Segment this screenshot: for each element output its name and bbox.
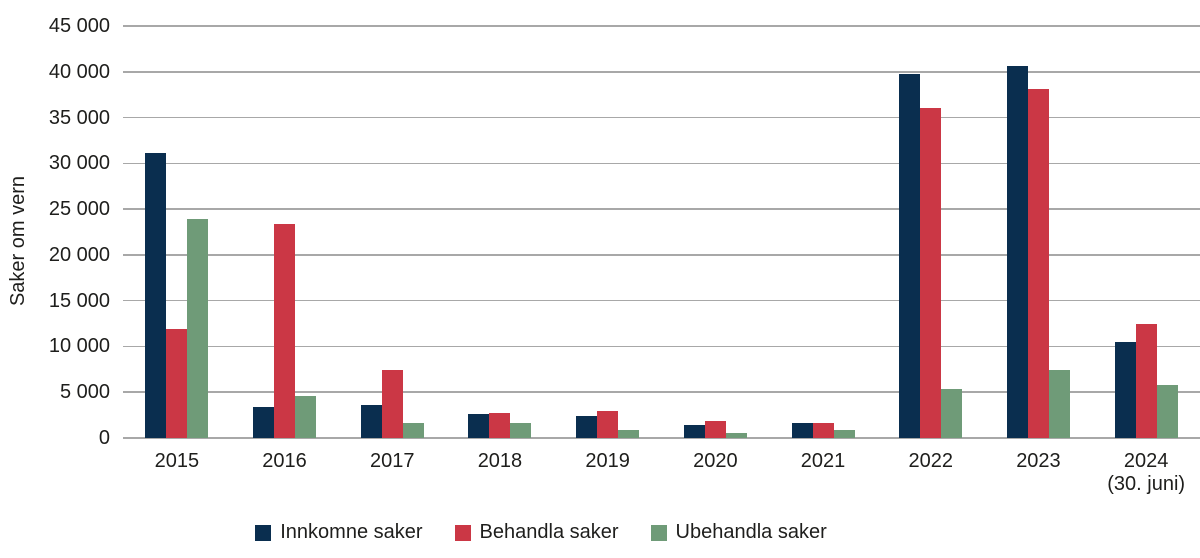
- x-tick-label-year: 2021: [800, 450, 846, 472]
- y-tick-label: 0: [98, 427, 110, 449]
- y-tick-label: 40 000: [48, 60, 110, 83]
- bar-behandla-saker: [1135, 324, 1157, 438]
- gridline: [123, 71, 1200, 73]
- bar-behandla-saker: [704, 421, 726, 438]
- bar-behandla-saker: [812, 423, 834, 438]
- x-tick-label-year: 2015: [154, 450, 200, 472]
- y-tick-label: 10 000: [48, 335, 110, 358]
- legend-item: Ubehandla saker: [650, 521, 827, 544]
- bar-innkomne-saker: [1114, 342, 1136, 438]
- bar-ubehandla-saker: [725, 433, 747, 438]
- legend-item: Behandla saker: [454, 521, 619, 544]
- bar-behandla-saker: [381, 370, 403, 438]
- x-tick-label: 2015: [123, 450, 231, 473]
- gridline: [123, 25, 1200, 27]
- gridline: [123, 437, 1200, 439]
- y-tick-label: 45 000: [48, 15, 110, 37]
- bar-innkomne-saker: [253, 407, 275, 438]
- legend: Innkomne saker Behandla saker Ubehandla sa…: [0, 521, 1082, 544]
- x-tick-label-year: 2019: [585, 450, 630, 472]
- x-tick-label-year: 2018: [477, 450, 523, 472]
- bar-ubehandla-saker: [1048, 370, 1070, 438]
- x-tick-label-year: 2024: [1123, 450, 1169, 472]
- legend-label: Behandla saker: [479, 521, 619, 543]
- y-tick-label: 30 000: [48, 152, 110, 175]
- gridline: [123, 162, 1200, 165]
- x-tick-label: 2019: [554, 450, 662, 473]
- bar-behandla-saker: [1027, 89, 1049, 438]
- bar-innkomne-saker: [468, 414, 490, 438]
- x-tick-label: 2022: [877, 450, 985, 473]
- legend-label: Ubehandla saker: [675, 521, 827, 543]
- legend-label: Innkomne saker: [280, 521, 423, 543]
- bar-behandla-saker: [597, 411, 619, 438]
- legend-item: Innkomne saker: [255, 521, 423, 544]
- x-tick-label: 2021: [769, 450, 877, 473]
- x-tick-label-year: 2022: [908, 450, 953, 472]
- x-tick-label: 2016: [231, 450, 339, 473]
- legend-swatch-icon: [255, 524, 272, 541]
- x-tick-label: 2020: [662, 450, 770, 473]
- gridline: [123, 391, 1200, 393]
- legend-swatch-icon: [454, 524, 471, 541]
- legend-swatch-icon: [650, 524, 667, 541]
- bar-ubehandla-saker: [1156, 385, 1178, 438]
- bar-behandla-saker: [166, 329, 188, 438]
- x-tick-label: 2024 (30. juni): [1092, 450, 1200, 496]
- bar-ubehandla-saker: [941, 389, 963, 438]
- x-tick-label-year: 2023: [1016, 450, 1061, 472]
- bar-ubehandla-saker: [402, 423, 424, 438]
- bar-ubehandla-saker: [295, 396, 317, 438]
- gridline: [123, 254, 1200, 256]
- bar-innkomne-saker: [576, 416, 598, 438]
- bar-innkomne-saker: [145, 153, 167, 438]
- x-tick-label-sub: (30. juni): [1107, 473, 1186, 495]
- y-tick-label: 25 000: [48, 198, 110, 221]
- gridline: [123, 116, 1200, 119]
- x-tick-label: 2017: [338, 450, 446, 473]
- x-tick-label-year: 2020: [693, 450, 738, 472]
- gridline: [123, 299, 1200, 302]
- x-tick-label: 2018: [446, 450, 554, 473]
- bar-ubehandla-saker: [510, 423, 532, 438]
- bar-behandla-saker: [920, 108, 942, 438]
- bar-innkomne-saker: [360, 405, 382, 438]
- bar-ubehandla-saker: [833, 430, 855, 438]
- x-tick-label-year: 2016: [262, 450, 307, 472]
- y-tick-label: 35 000: [48, 106, 110, 129]
- gridline: [123, 208, 1200, 210]
- x-tick-label: 2023: [985, 450, 1093, 473]
- bar-innkomne-saker: [899, 74, 921, 438]
- bar-behandla-saker: [274, 224, 296, 438]
- x-tick-label-year: 2017: [369, 450, 415, 472]
- bar-innkomne-saker: [683, 425, 705, 438]
- gridline: [123, 345, 1200, 348]
- y-tick-label: 5 000: [59, 381, 110, 404]
- bar-innkomne-saker: [1006, 66, 1028, 438]
- bar-ubehandla-saker: [618, 430, 640, 438]
- bar-innkomne-saker: [791, 423, 813, 438]
- y-tick-label: 20 000: [48, 243, 110, 266]
- bar-behandla-saker: [489, 413, 511, 438]
- bar-ubehandla-saker: [187, 219, 209, 438]
- y-tick-label: 15 000: [48, 289, 110, 312]
